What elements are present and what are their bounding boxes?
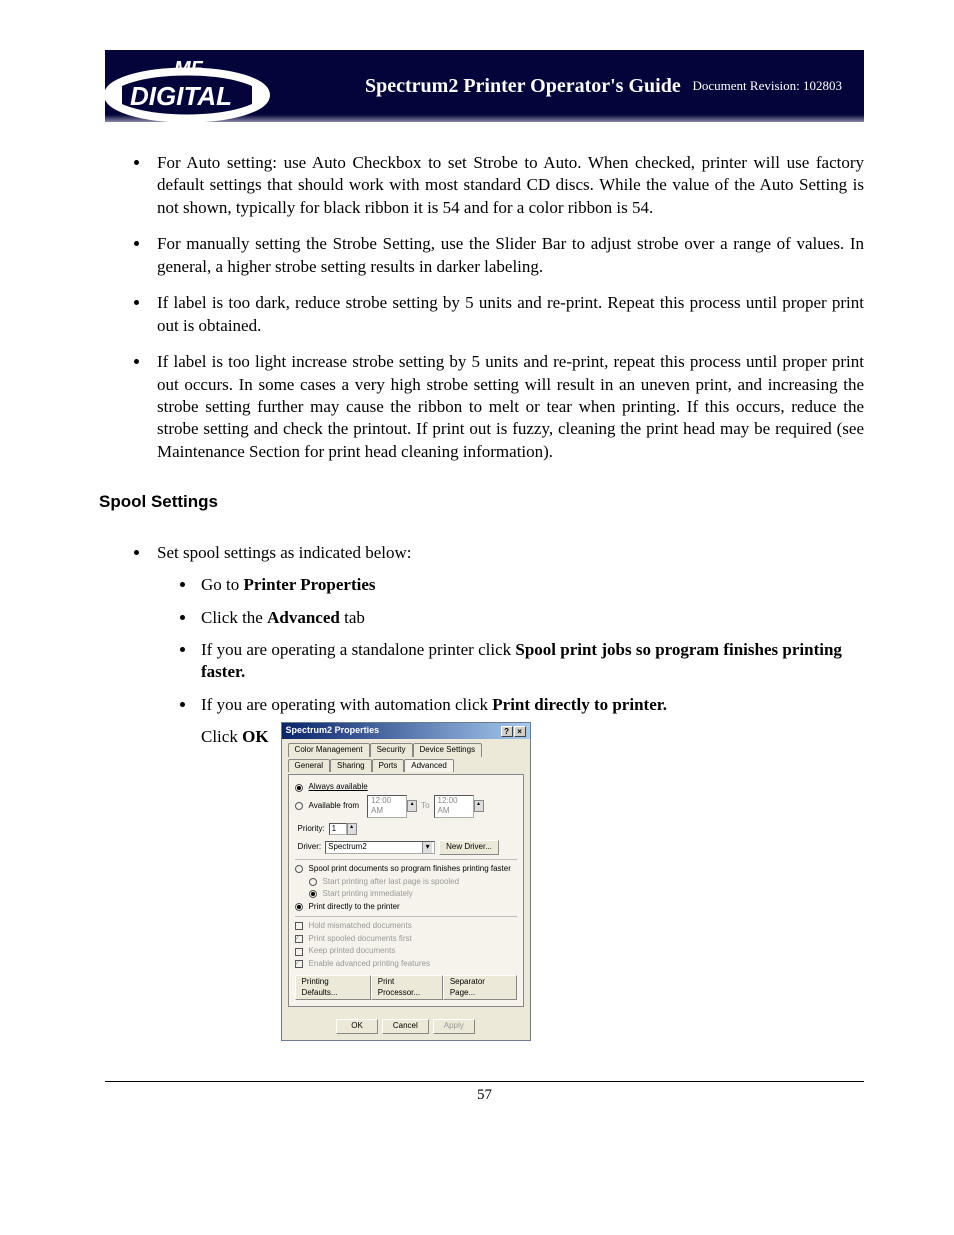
separator-page-button[interactable]: Separator Page... — [443, 975, 517, 1000]
new-driver-button[interactable]: New Driver... — [439, 840, 499, 855]
dialog-title-text: Spectrum2 Properties — [286, 725, 380, 737]
page-number: 57 — [105, 1086, 864, 1106]
tab-sharing[interactable]: Sharing — [330, 759, 372, 773]
print-processor-button[interactable]: Print Processor... — [371, 975, 443, 1000]
radio-spool-docs[interactable] — [295, 865, 303, 873]
spool-outer-list: Set spool settings as indicated below: G… — [105, 542, 864, 1041]
step-goto-properties: Go to Printer Properties — [197, 574, 864, 596]
spin-from[interactable]: ▴ — [407, 800, 417, 812]
radio-start-immediately[interactable] — [309, 890, 317, 898]
radio-start-after[interactable] — [309, 878, 317, 886]
dialog-footer: OK Cancel Apply — [282, 1013, 530, 1040]
priority-input[interactable]: 1 — [329, 823, 347, 836]
tab-device-settings[interactable]: Device Settings — [413, 743, 483, 757]
spool-inner-list: Go to Printer Properties Click the Advan… — [157, 574, 864, 1041]
step-automation: If you are operating with automation cli… — [197, 694, 864, 716]
cancel-button[interactable]: Cancel — [382, 1019, 429, 1034]
spin-to[interactable]: ▴ — [474, 800, 484, 812]
tabs-row-2: General Sharing Ports Advanced — [288, 759, 524, 773]
bullet-auto-setting: For Auto setting: use Auto Checkbox to s… — [151, 152, 864, 219]
check-spooled-first[interactable] — [295, 935, 303, 943]
driver-select[interactable]: Spectrum2▾ — [325, 841, 435, 854]
page-footer: 57 — [105, 1081, 864, 1106]
check-keep[interactable] — [295, 948, 303, 956]
time-from[interactable]: 12:00 AM — [367, 795, 407, 818]
check-enable-adv[interactable] — [295, 960, 303, 968]
logo-text-bottom: DIGITAL — [130, 81, 232, 111]
bullet-too-dark: If label is too dark, reduce strobe sett… — [151, 292, 864, 337]
spool-intro-text: Set spool settings as indicated below: — [157, 543, 412, 562]
step-click-ok: Click OK Spectrum2 Properties ? × — [197, 726, 864, 1041]
printing-defaults-button[interactable]: Printing Defaults... — [295, 975, 371, 1000]
body-content: For Auto setting: use Auto Checkbox to s… — [105, 152, 864, 1106]
properties-dialog: Spectrum2 Properties ? × Color Managemen… — [281, 722, 531, 1041]
radio-print-direct[interactable] — [295, 903, 303, 911]
doc-revision: Document Revision: 102803 — [693, 78, 843, 94]
logo-text-top: MF — [174, 58, 204, 80]
time-to[interactable]: 12:00 AM — [434, 795, 474, 818]
advanced-panel: Always available Available from 12:00 AM… — [288, 774, 524, 1007]
bullet-manual-strobe: For manually setting the Strobe Setting,… — [151, 233, 864, 278]
radio-always-available[interactable] — [295, 784, 303, 792]
close-button[interactable]: × — [514, 726, 526, 737]
help-button[interactable]: ? — [501, 726, 513, 737]
tab-advanced[interactable]: Advanced — [404, 759, 454, 773]
tab-general[interactable]: General — [288, 759, 330, 773]
tab-ports[interactable]: Ports — [372, 759, 405, 773]
apply-button[interactable]: Apply — [433, 1019, 475, 1034]
tabs-row-1: Color Management Security Device Setting… — [288, 743, 524, 757]
spool-intro: Set spool settings as indicated below: G… — [151, 542, 864, 1041]
step-standalone: If you are operating a standalone printe… — [197, 639, 864, 684]
header-banner: MF DIGITAL Spectrum2 Printer Operator's … — [105, 50, 864, 122]
tab-security[interactable]: Security — [370, 743, 413, 757]
radio-available-from[interactable] — [295, 802, 303, 810]
step-click-advanced: Click the Advanced tab — [197, 607, 864, 629]
dialog-titlebar: Spectrum2 Properties ? × — [282, 723, 530, 739]
section-heading-spool: Spool Settings — [99, 491, 864, 513]
spin-priority[interactable]: ▴ — [347, 823, 357, 835]
ok-button[interactable]: OK — [336, 1019, 378, 1034]
top-bullets: For Auto setting: use Auto Checkbox to s… — [105, 152, 864, 463]
logo: MF DIGITAL — [97, 44, 277, 134]
doc-title: Spectrum2 Printer Operator's Guide — [365, 75, 681, 98]
bullet-too-light: If label is too light increase strobe se… — [151, 351, 864, 463]
tab-color-mgmt[interactable]: Color Management — [288, 743, 370, 757]
check-hold[interactable] — [295, 922, 303, 930]
